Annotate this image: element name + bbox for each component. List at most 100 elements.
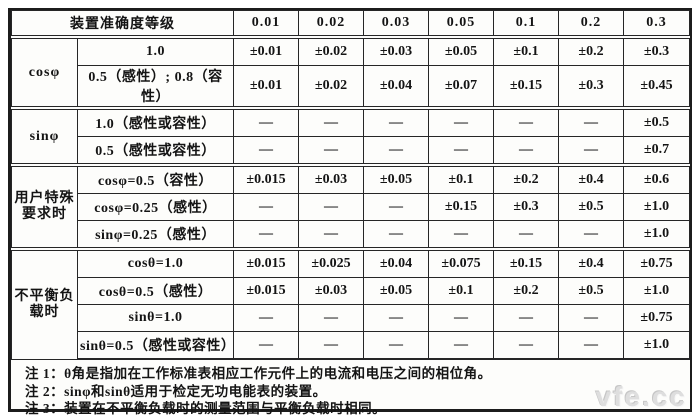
value-cell: ±0.01 [233, 65, 299, 109]
value-cell: — [298, 304, 364, 332]
value-cell: — [298, 331, 364, 360]
value-cell: ±0.7 [623, 136, 690, 166]
value-cell: ±0.05 [428, 35, 494, 66]
value-cell: — [233, 106, 299, 137]
value-cell: ±0.15 [493, 247, 559, 278]
column-header-0.02: 0.02 [298, 10, 364, 38]
row-label: 1.0 [77, 35, 234, 66]
row-label: sinθ=1.0 [77, 304, 234, 332]
table-row: cosφ 1.0 ±0.01 ±0.02 ±0.03 ±0.05 ±0.1 ±0… [11, 35, 690, 109]
value-cell: ±0.04 [363, 247, 429, 278]
value-cell: ±0.4 [558, 163, 624, 194]
value-cell: ±0.01 [233, 35, 299, 66]
value-cell: ±0.05 [363, 277, 429, 305]
value-cell: — [363, 304, 429, 332]
table-row: 用户特殊要求时 cosφ=0.5（容性） ±0.015 ±0.03 ±0.05 … [11, 163, 690, 250]
value-cell: ±0.15 [493, 65, 559, 109]
value-cell: ±0.02 [298, 35, 364, 66]
value-cell: ±0.03 [363, 35, 429, 66]
value-cell: ±0.4 [558, 247, 624, 278]
column-header-0.1: 0.1 [493, 10, 559, 38]
value-cell: ±0.07 [428, 65, 494, 109]
value-cell: ±0.015 [233, 277, 299, 305]
table-row: cosθ=0.5（感性） ±0.015 ±0.03 ±0.05 ±0.1 ±0.… [12, 277, 690, 305]
column-header-0.3: 0.3 [623, 10, 690, 38]
value-cell: — [493, 106, 559, 137]
value-cell: ±0.5 [558, 193, 624, 221]
value-cell: ±1.0 [623, 220, 690, 250]
value-cell: — [233, 331, 299, 360]
value-cell: — [428, 220, 494, 250]
table-frame: 装置准确度等级 0.01 0.02 0.03 0.05 0.1 0.2 0.3 … [8, 8, 692, 416]
value-cell: ±0.2 [493, 163, 559, 194]
value-cell: ±0.5 [558, 277, 624, 305]
row-label: sinθ=0.5（感性或容性） [77, 331, 234, 360]
value-cell: — [558, 304, 624, 332]
value-cell: ±0.04 [363, 65, 429, 109]
header-corner-cell: 装置准确度等级 [11, 10, 234, 38]
value-cell: — [428, 136, 494, 166]
value-cell: ±1.0 [623, 277, 690, 305]
value-cell: ±0.15 [428, 193, 494, 221]
row-label: cosθ=0.5（感性） [77, 277, 234, 305]
value-cell: ±0.75 [623, 247, 690, 278]
value-cell: ±0.1 [428, 277, 494, 305]
note-2: 注 2：sinφ和sinθ适用于检定无功电能表的装置。 [25, 383, 327, 399]
table-row: sinφ 1.0（感性或容性） — — — — — — ±0.5 [11, 106, 690, 166]
row-label: cosφ=0.25（感性） [77, 193, 234, 221]
value-cell: ±0.02 [298, 65, 364, 109]
column-header-0.01: 0.01 [233, 10, 299, 38]
value-cell: ±0.6 [623, 163, 690, 194]
value-cell: ±0.015 [233, 163, 299, 194]
value-cell: — [233, 193, 299, 221]
value-cell: ±0.1 [493, 35, 559, 66]
value-cell: ±0.3 [623, 35, 690, 66]
value-cell: ±0.2 [493, 277, 559, 305]
value-cell: — [363, 331, 429, 360]
row-label: 0.5（感性）; 0.8（容性） [77, 65, 234, 109]
row-label: 1.0（感性或容性） [77, 106, 234, 137]
table-notes: 注 1：θ角是指加在工作标准表相应工作元件上的电流和电压之间的相位角。 注 2：… [11, 360, 690, 418]
value-cell: ±0.3 [493, 193, 559, 221]
value-cell: ±0.1 [428, 163, 494, 194]
value-cell: — [493, 331, 559, 360]
table-row: 0.5（感性）; 0.8（容性） ±0.01 ±0.02 ±0.04 ±0.07… [12, 65, 690, 109]
row-label: cosθ=1.0 [77, 247, 234, 278]
group-cell-special-user-request: 用户特殊要求时 [11, 163, 78, 250]
value-cell: ±0.03 [298, 277, 364, 305]
group-cell-sin-phi: sinφ [11, 106, 78, 166]
value-cell: — [493, 136, 559, 166]
value-cell: — [298, 220, 364, 250]
table-row: 0.5（感性或容性） — — — — — — ±0.7 [12, 136, 690, 166]
value-cell: — [428, 106, 494, 137]
value-cell: — [363, 106, 429, 137]
value-cell: — [428, 331, 494, 360]
value-cell: — [233, 304, 299, 332]
watermark-logo: vfe.cc [595, 381, 687, 412]
value-cell: — [428, 304, 494, 332]
value-cell: — [233, 136, 299, 166]
accuracy-class-table: 装置准确度等级 0.01 0.02 0.03 0.05 0.1 0.2 0.3 … [11, 10, 690, 360]
value-cell: — [558, 136, 624, 166]
value-cell: — [233, 220, 299, 250]
value-cell: — [558, 331, 624, 360]
value-cell: — [298, 106, 364, 137]
value-cell: — [298, 193, 364, 221]
column-header-0.05: 0.05 [428, 10, 494, 38]
value-cell: — [493, 304, 559, 332]
value-cell: — [558, 220, 624, 250]
row-label: cosφ=0.5（容性） [77, 163, 234, 194]
value-cell: ±0.025 [298, 247, 364, 278]
value-cell: ±1.0 [623, 331, 690, 360]
value-cell: ±0.5 [623, 106, 690, 137]
value-cell: — [493, 220, 559, 250]
group-cell-cos-phi: cosφ [11, 35, 78, 109]
value-cell: — [363, 220, 429, 250]
table-row: sinθ=1.0 — — — — — — ±0.75 [12, 304, 690, 332]
column-header-0.03: 0.03 [363, 10, 429, 38]
note-3: 注 3：装置在不平衡负载时的测量范围与平衡负载时相同。 [25, 401, 387, 416]
row-label: 0.5（感性或容性） [77, 136, 234, 166]
table-row: 不平衡负载时 cosθ=1.0 ±0.015 ±0.025 ±0.04 ±0.0… [11, 247, 690, 360]
value-cell: ±0.45 [623, 65, 690, 109]
